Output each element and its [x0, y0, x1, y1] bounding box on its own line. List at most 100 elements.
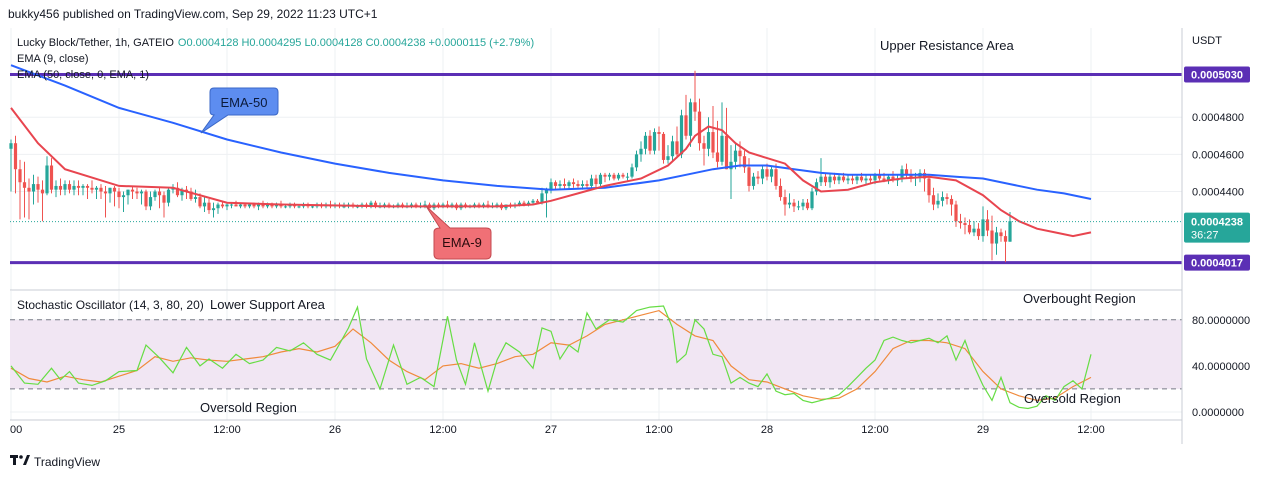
candle-body [859, 176, 864, 181]
candle [823, 172, 828, 186]
candle-body [211, 208, 216, 211]
candle [697, 98, 702, 151]
candle [976, 223, 981, 240]
candle-body [724, 135, 729, 170]
candle-body [175, 187, 180, 196]
candle [954, 200, 958, 227]
candle-body [238, 204, 243, 207]
candle-body [603, 174, 607, 177]
candle-body [607, 174, 612, 177]
ema50-callout[interactable]: EMA-50 [200, 87, 279, 134]
tradingview-logo[interactable]: TradingView [10, 454, 100, 469]
upper-resistance-label: Upper Resistance Area [880, 38, 1014, 53]
price-pane: EMA-50 EMA-9 Upper Resistance Area Lucky… [9, 28, 1182, 291]
candle-body [972, 228, 976, 233]
candle-body [1008, 221, 1012, 242]
candle-body [67, 184, 72, 190]
candle-body [630, 167, 634, 177]
candle [54, 180, 58, 198]
candle-body [216, 204, 220, 209]
bar-countdown: 36:27 [1191, 230, 1219, 242]
candle [99, 184, 103, 199]
candle [688, 98, 693, 147]
candle [729, 145, 733, 199]
candle [657, 126, 661, 151]
price-axis[interactable]: USDT 0.0004400 0.0004600 0.0004800 0.00050… [1181, 28, 1250, 444]
candle-body [94, 187, 99, 190]
candle [999, 228, 1003, 242]
candle [958, 213, 963, 229]
oversold-label-right: Oversold Region [1024, 391, 1121, 406]
candle [927, 174, 931, 203]
candle [603, 172, 607, 183]
candle [225, 202, 229, 211]
candle-body [868, 178, 873, 181]
candle-body [1003, 236, 1008, 242]
candle-body [999, 232, 1003, 237]
candle-body [769, 169, 774, 177]
candle [27, 178, 31, 220]
candle-body [526, 202, 531, 205]
ema9-callout[interactable]: EMA-9 [425, 205, 492, 260]
candle [828, 172, 832, 188]
price-ticks: 0.0004400 0.0004600 0.0004800 [1192, 112, 1244, 198]
level-tag-value: 0.0005030 [1191, 69, 1243, 81]
ema9-legend: EMA (9, close) [17, 53, 89, 65]
last-price-value: 0.0004238 [1191, 217, 1243, 229]
candle [144, 189, 148, 211]
candle-body [342, 206, 346, 208]
time-label: 12:00 [429, 424, 457, 436]
candle [22, 161, 27, 218]
candle [81, 184, 85, 196]
candle [49, 158, 54, 194]
candle [216, 202, 220, 214]
candle-body [76, 185, 81, 188]
stoch-tick-label: 80.0000000 [1192, 315, 1250, 327]
candle [981, 206, 985, 242]
stoch-ticks: 80.0000000 40.0000000 0.0000000 [1192, 315, 1250, 419]
candle [589, 174, 594, 188]
candle-body [81, 185, 85, 188]
candle-body [648, 135, 652, 151]
candle-body [540, 193, 544, 203]
candle [949, 195, 954, 216]
candle-body [855, 176, 859, 181]
candle [814, 178, 819, 196]
candle-body [544, 189, 549, 194]
candle-body [562, 184, 567, 186]
candle-body [589, 178, 594, 186]
candle-body [193, 197, 198, 199]
candle-body [684, 115, 688, 136]
time-label: 12:00 [861, 424, 889, 436]
candle-body [877, 174, 882, 179]
candle-body [616, 174, 621, 179]
candle-body [310, 206, 315, 208]
horizontal-levels [10, 72, 1182, 265]
candle-body [819, 176, 823, 183]
candle-body [45, 165, 49, 194]
candle-body [85, 185, 90, 188]
candle [666, 145, 670, 164]
time-axis[interactable]: 00 25 12:00 26 12:00 27 12:00 28 12:00 29 12:00 [10, 419, 1182, 436]
candle-body [567, 182, 571, 186]
candle-body [652, 132, 657, 151]
candle [76, 180, 81, 196]
candle-body [99, 187, 103, 192]
candle [9, 139, 13, 192]
candle [936, 193, 940, 209]
level-tag-bg [1184, 66, 1250, 83]
candle-body [58, 185, 63, 190]
candle-body [981, 219, 985, 237]
candle-body [661, 133, 666, 160]
candle-body [103, 191, 108, 194]
candle [594, 174, 598, 188]
candle [553, 180, 558, 190]
candle-body [9, 143, 13, 149]
candle [571, 178, 576, 188]
time-label: 29 [977, 424, 989, 436]
candle-body [814, 182, 819, 192]
candle-body [706, 132, 711, 149]
candle [85, 184, 90, 199]
candle [720, 102, 724, 166]
